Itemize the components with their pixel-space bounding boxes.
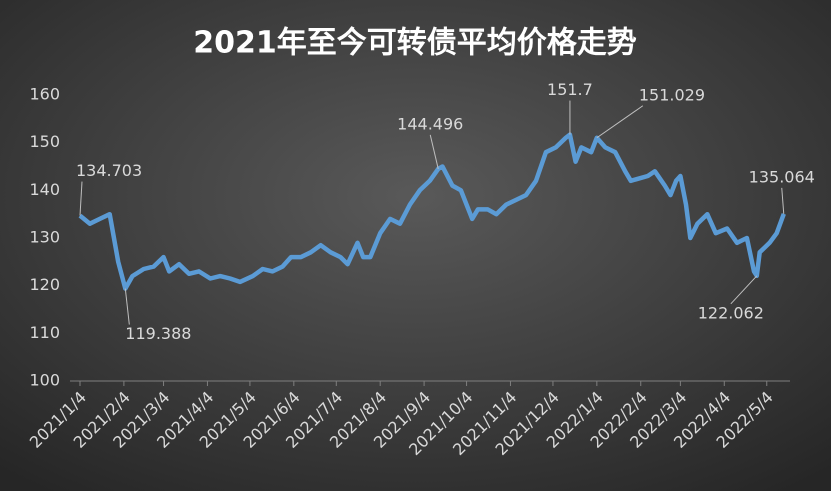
y-tick-label: 150 [29, 132, 60, 151]
annotation-leader [429, 134, 439, 170]
annotation-leader [596, 105, 644, 139]
annotation-label: 119.388 [125, 324, 191, 343]
annotation-leader [124, 288, 130, 325]
chart-title: 2021年至今可转债平均价格走势 [193, 26, 637, 61]
annotation-label: 151.029 [639, 85, 705, 104]
annotation-label: 134.703 [76, 161, 142, 180]
annotation-label: 135.064 [749, 167, 815, 186]
annotation-label: 151.7 [547, 80, 593, 99]
y-tick-label: 120 [29, 275, 60, 294]
annotation-leader [79, 181, 83, 216]
annotation-leader [730, 275, 758, 305]
annotation-label: 144.496 [397, 114, 463, 133]
y-tick-label: 130 [29, 228, 60, 247]
y-tick-label: 110 [29, 323, 60, 342]
annotation-leader [781, 187, 785, 214]
annotation-label: 122.062 [698, 303, 764, 322]
y-tick-label: 100 [29, 371, 60, 390]
y-tick-label: 160 [29, 85, 60, 104]
series-line [78, 132, 786, 291]
y-tick-label: 140 [29, 180, 60, 199]
